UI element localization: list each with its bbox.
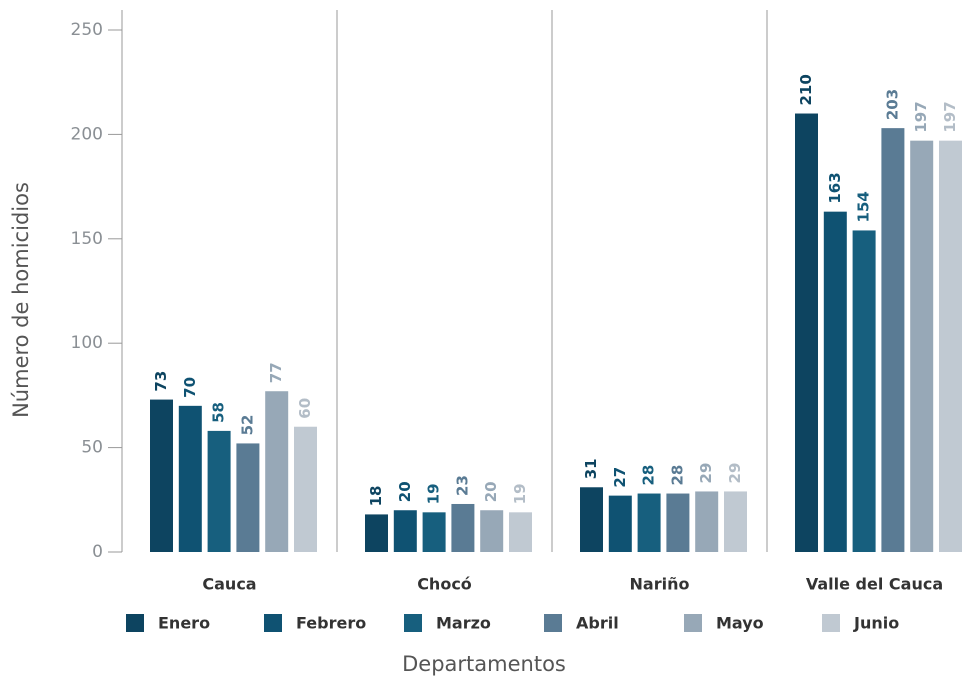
- value-label: 28: [668, 465, 686, 486]
- value-label: 70: [181, 377, 199, 398]
- bar: [150, 399, 173, 552]
- legend-label: Junio: [853, 614, 899, 633]
- value-label: 28: [640, 465, 658, 486]
- bar: [178, 405, 202, 552]
- bar: [666, 493, 690, 552]
- value-label: 27: [611, 467, 629, 488]
- bar: [236, 443, 260, 552]
- value-label: 19: [511, 483, 529, 504]
- bar: [480, 510, 504, 552]
- value-label: 19: [425, 483, 443, 504]
- value-label: 163: [826, 172, 844, 203]
- value-label: 197: [941, 101, 959, 132]
- x-tick-label: Chocó: [417, 575, 472, 594]
- value-label: 203: [883, 89, 901, 120]
- bar: [422, 512, 446, 552]
- bar: [365, 514, 388, 552]
- bar: [294, 426, 317, 552]
- value-label: 31: [582, 458, 600, 479]
- bar: [451, 503, 475, 552]
- value-label: 60: [296, 398, 314, 419]
- y-tick-label: 200: [71, 124, 103, 144]
- bar: [939, 140, 962, 552]
- bar: [881, 128, 905, 553]
- bar: [910, 140, 934, 552]
- value-label: 20: [482, 481, 500, 502]
- legend-swatch: [404, 614, 422, 632]
- bar: [608, 495, 632, 552]
- x-tick-label: Cauca: [202, 575, 256, 594]
- bar: [795, 113, 818, 553]
- bar: [393, 510, 417, 552]
- value-label: 77: [267, 362, 285, 383]
- legend-label: Abril: [576, 614, 619, 633]
- x-axis-title: Departamentos: [402, 652, 566, 676]
- value-label: 20: [396, 481, 414, 502]
- bar: [580, 487, 603, 552]
- y-tick-label: 100: [71, 333, 103, 353]
- legend-label: Mayo: [716, 614, 764, 633]
- y-tick-label: 250: [71, 20, 103, 40]
- value-label: 23: [453, 475, 471, 496]
- y-tick-label: 150: [71, 229, 103, 249]
- legend-swatch: [264, 614, 282, 632]
- x-tick-label: Nariño: [630, 575, 690, 594]
- bar: [265, 391, 289, 552]
- bar: [509, 512, 532, 552]
- y-tick-label: 0: [92, 542, 103, 562]
- value-label: 154: [855, 191, 873, 222]
- bar: [823, 211, 847, 552]
- legend-swatch: [544, 614, 562, 632]
- bar: [724, 491, 747, 552]
- legend-label: Febrero: [296, 614, 366, 633]
- value-label: 73: [152, 371, 170, 392]
- bar: [207, 430, 231, 552]
- value-label: 18: [367, 486, 385, 507]
- legend-swatch: [684, 614, 702, 632]
- legend-label: Enero: [158, 614, 210, 633]
- value-label: 52: [238, 415, 256, 436]
- legend-swatch: [822, 614, 840, 632]
- x-tick-label: Valle del Cauca: [806, 575, 943, 594]
- y-tick-label: 50: [81, 438, 103, 458]
- value-label: 197: [912, 101, 930, 132]
- value-label: 58: [210, 402, 228, 423]
- y-axis-title: Número de homicidios: [9, 182, 33, 418]
- legend-swatch: [126, 614, 144, 632]
- bar: [695, 491, 719, 552]
- bar: [852, 230, 876, 552]
- legend-label: Marzo: [436, 614, 491, 633]
- value-label: 29: [726, 463, 744, 484]
- bar: [637, 493, 661, 552]
- value-label: 210: [797, 74, 815, 105]
- value-label: 29: [697, 463, 715, 484]
